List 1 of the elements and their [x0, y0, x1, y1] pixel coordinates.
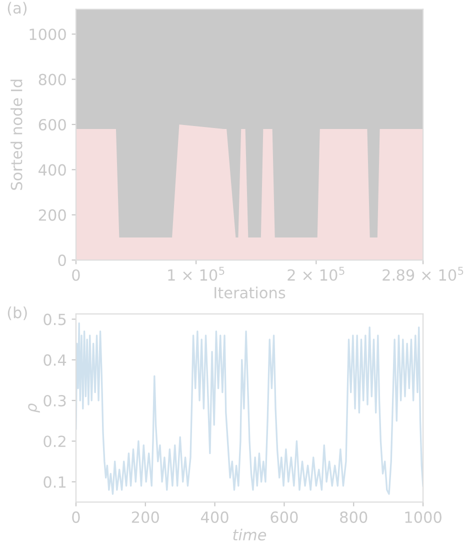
line-series — [76, 322, 424, 495]
